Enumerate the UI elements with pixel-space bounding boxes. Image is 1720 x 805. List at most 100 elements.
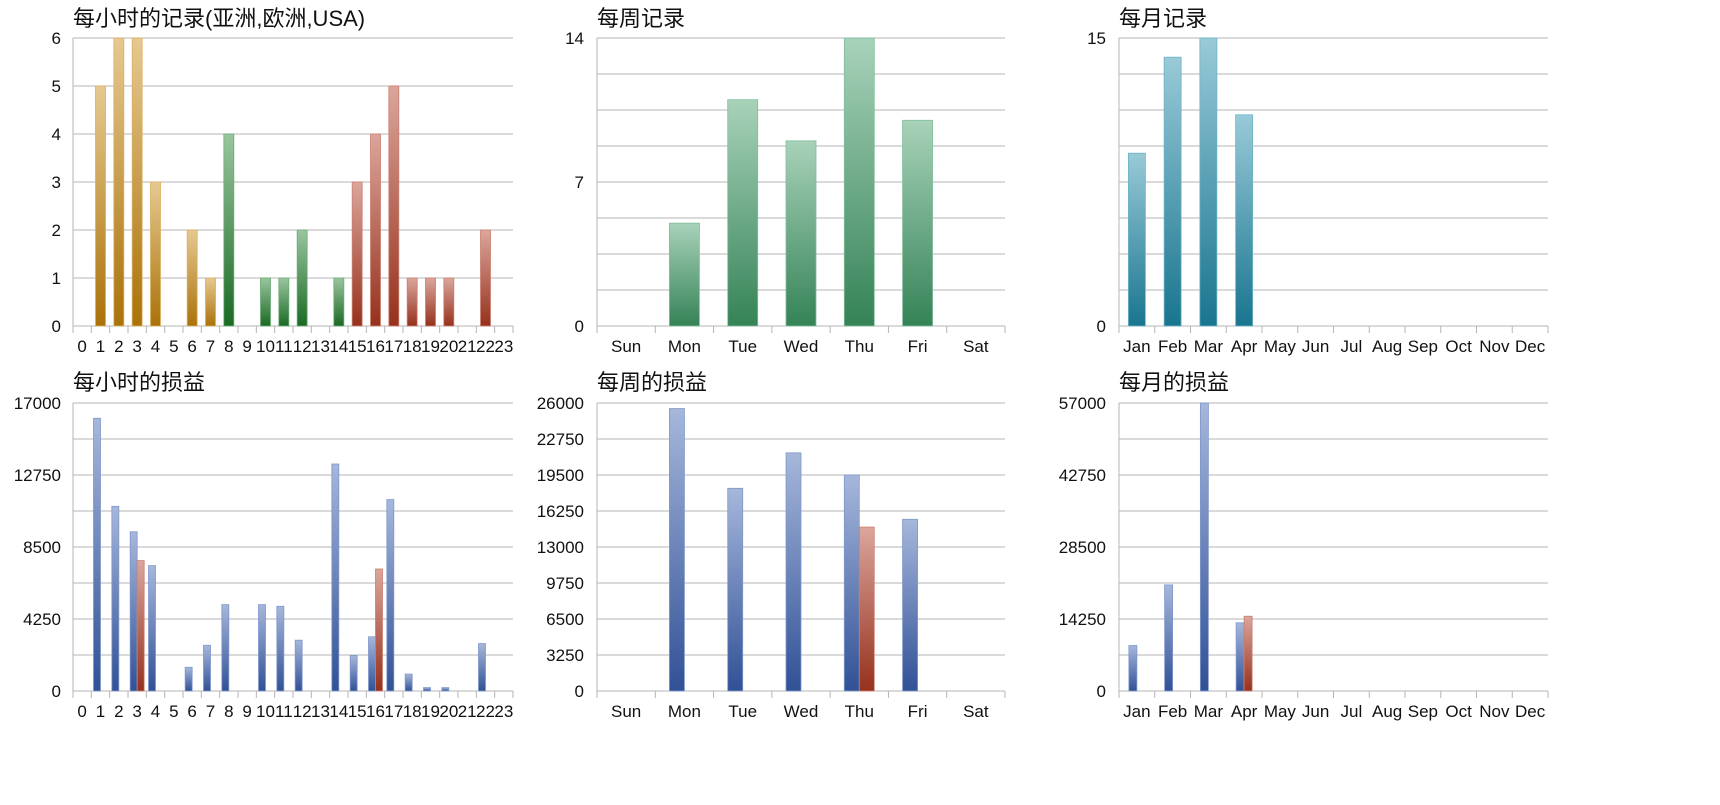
x-tick-label: 11 [275, 702, 293, 721]
x-tick-label: 5 [169, 702, 178, 721]
bar [669, 222, 700, 327]
y-tick-label: 0 [1097, 317, 1106, 336]
x-tick-label: 23 [494, 702, 513, 721]
x-tick-label: Thu [845, 337, 874, 356]
bar [388, 85, 400, 327]
x-tick-label: Oct [1445, 702, 1472, 721]
x-tick-label: Sun [611, 337, 641, 356]
bar [131, 37, 143, 327]
x-tick-label: Wed [784, 702, 819, 721]
bar [148, 565, 156, 692]
y-tick-label: 7 [575, 173, 584, 192]
x-tick-label: 10 [256, 702, 275, 721]
x-tick-label: 7 [206, 702, 215, 721]
x-tick-label: 22 [476, 702, 495, 721]
x-tick-label: 20 [439, 337, 458, 356]
bar [150, 181, 161, 327]
x-tick-label: Oct [1445, 337, 1472, 356]
y-tick-label: 6500 [546, 610, 584, 629]
y-tick-label: 9750 [546, 574, 584, 593]
x-tick-label: Sep [1408, 337, 1438, 356]
chart-title: 每月的损益 [1119, 370, 1229, 395]
y-tick-label: 22750 [537, 430, 584, 449]
x-tick-label: May [1264, 702, 1297, 721]
y-tick-label: 4250 [23, 610, 61, 629]
bar [1127, 152, 1146, 327]
x-tick-label: 7 [206, 337, 215, 356]
y-tick-label: 14 [565, 29, 584, 48]
x-tick-label: 22 [476, 337, 495, 356]
y-tick-label: 6 [52, 29, 61, 48]
x-tick-label: 12 [293, 337, 312, 356]
x-tick-label: 2 [114, 702, 123, 721]
x-tick-label: Tue [728, 337, 757, 356]
x-tick-label: 9 [242, 702, 251, 721]
bar [113, 37, 125, 327]
bar [443, 277, 455, 327]
x-tick-label: Feb [1158, 702, 1187, 721]
x-tick-label: Aug [1372, 337, 1402, 356]
x-tick-label: 6 [187, 702, 196, 721]
x-tick-label: Jan [1123, 702, 1150, 721]
y-tick-label: 8500 [23, 538, 61, 557]
chart-title: 每周记录 [597, 6, 685, 31]
bar [276, 605, 285, 692]
bar [93, 417, 101, 692]
x-tick-label: 0 [77, 337, 86, 356]
bar [368, 636, 376, 692]
x-tick-label: 21 [458, 702, 477, 721]
bar [1199, 37, 1218, 327]
bar [423, 687, 431, 692]
x-tick-label: Jun [1302, 337, 1329, 356]
y-tick-label: 4 [52, 125, 61, 144]
x-tick-label: 0 [77, 702, 86, 721]
y-tick-label: 57000 [1059, 394, 1106, 413]
x-tick-label: 19 [421, 337, 440, 356]
bar [331, 463, 340, 692]
x-tick-label: 11 [275, 337, 293, 356]
bar [351, 181, 363, 327]
x-tick-label: Fri [908, 702, 928, 721]
x-tick-label: Jul [1341, 702, 1363, 721]
bar [1235, 114, 1254, 327]
bar [386, 499, 395, 692]
x-tick-label: May [1264, 337, 1297, 356]
bar [843, 37, 875, 327]
bar [1243, 615, 1253, 692]
bar [669, 408, 685, 692]
y-tick-label: 0 [52, 682, 61, 701]
x-tick-label: Jan [1123, 337, 1150, 356]
x-tick-label: 19 [421, 702, 440, 721]
bar [858, 526, 875, 692]
chart-2: 0 7 14 Sun Mon Tue Wed Thu Fri Sat 每周记录 [565, 6, 1006, 356]
y-tick-label: 13000 [537, 538, 584, 557]
x-tick-label: 5 [169, 337, 178, 356]
x-tick-label: Mon [668, 337, 701, 356]
bar [727, 487, 744, 692]
y-tick-label: 5 [52, 77, 61, 96]
x-tick-label: Tue [728, 702, 757, 721]
x-tick-label: 4 [151, 337, 160, 356]
x-tick-label: 13 [311, 702, 330, 721]
chart-title: 每小时的损益 [73, 370, 205, 395]
bar [1128, 645, 1138, 692]
x-tick-label: Wed [784, 337, 819, 356]
x-tick-label: Sat [963, 337, 989, 356]
x-tick-label: 15 [348, 337, 367, 356]
bar [203, 644, 211, 692]
bar [349, 655, 358, 692]
x-tick-label: 17 [384, 702, 403, 721]
y-tick-label: 28500 [1059, 538, 1106, 557]
x-tick-label: Mar [1194, 702, 1224, 721]
bar [478, 643, 486, 692]
y-tick-label: 16250 [537, 502, 584, 521]
chart-6: 0 14250 28500 42750 57000 Jan Feb Mar Apr May Jun J… [1059, 370, 1549, 721]
x-tick-label: 3 [132, 337, 141, 356]
y-tick-label: 17000 [14, 394, 61, 413]
bar [375, 568, 383, 692]
x-tick-label: Sat [963, 702, 989, 721]
x-tick-label: 1 [96, 337, 105, 356]
y-tick-label: 0 [1097, 682, 1106, 701]
bar [727, 99, 759, 327]
